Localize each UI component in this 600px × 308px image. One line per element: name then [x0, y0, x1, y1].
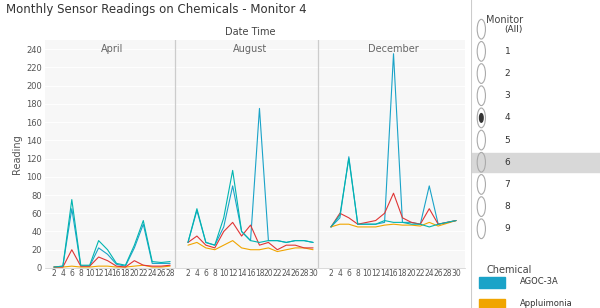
Text: Monthly Sensor Readings on Chemicals - Monitor 4: Monthly Sensor Readings on Chemicals - M… [6, 3, 307, 16]
Text: 5: 5 [505, 136, 510, 144]
Text: AGOC-3A: AGOC-3A [520, 277, 559, 286]
Text: Appluimonia: Appluimonia [520, 299, 573, 308]
Text: 4: 4 [505, 113, 510, 122]
Bar [471, 153, 600, 172]
Text: Date Time: Date Time [225, 27, 276, 37]
Text: 9: 9 [505, 224, 510, 233]
Y-axis label: Reading: Reading [12, 134, 22, 174]
Text: 7: 7 [505, 180, 510, 189]
Text: 1: 1 [505, 47, 510, 56]
Text: Monitor: Monitor [487, 15, 524, 25]
Text: 8: 8 [505, 202, 510, 211]
Text: 3: 3 [505, 91, 510, 100]
Text: (All): (All) [505, 25, 523, 34]
Text: April: April [101, 44, 123, 54]
Text: August: August [233, 44, 268, 54]
Bar [479, 299, 505, 308]
Text: December: December [368, 44, 419, 54]
Bar [479, 277, 505, 288]
Text: 2: 2 [505, 69, 510, 78]
Text: 6: 6 [505, 158, 510, 167]
Circle shape [479, 114, 483, 122]
Text: Chemical: Chemical [487, 265, 532, 275]
